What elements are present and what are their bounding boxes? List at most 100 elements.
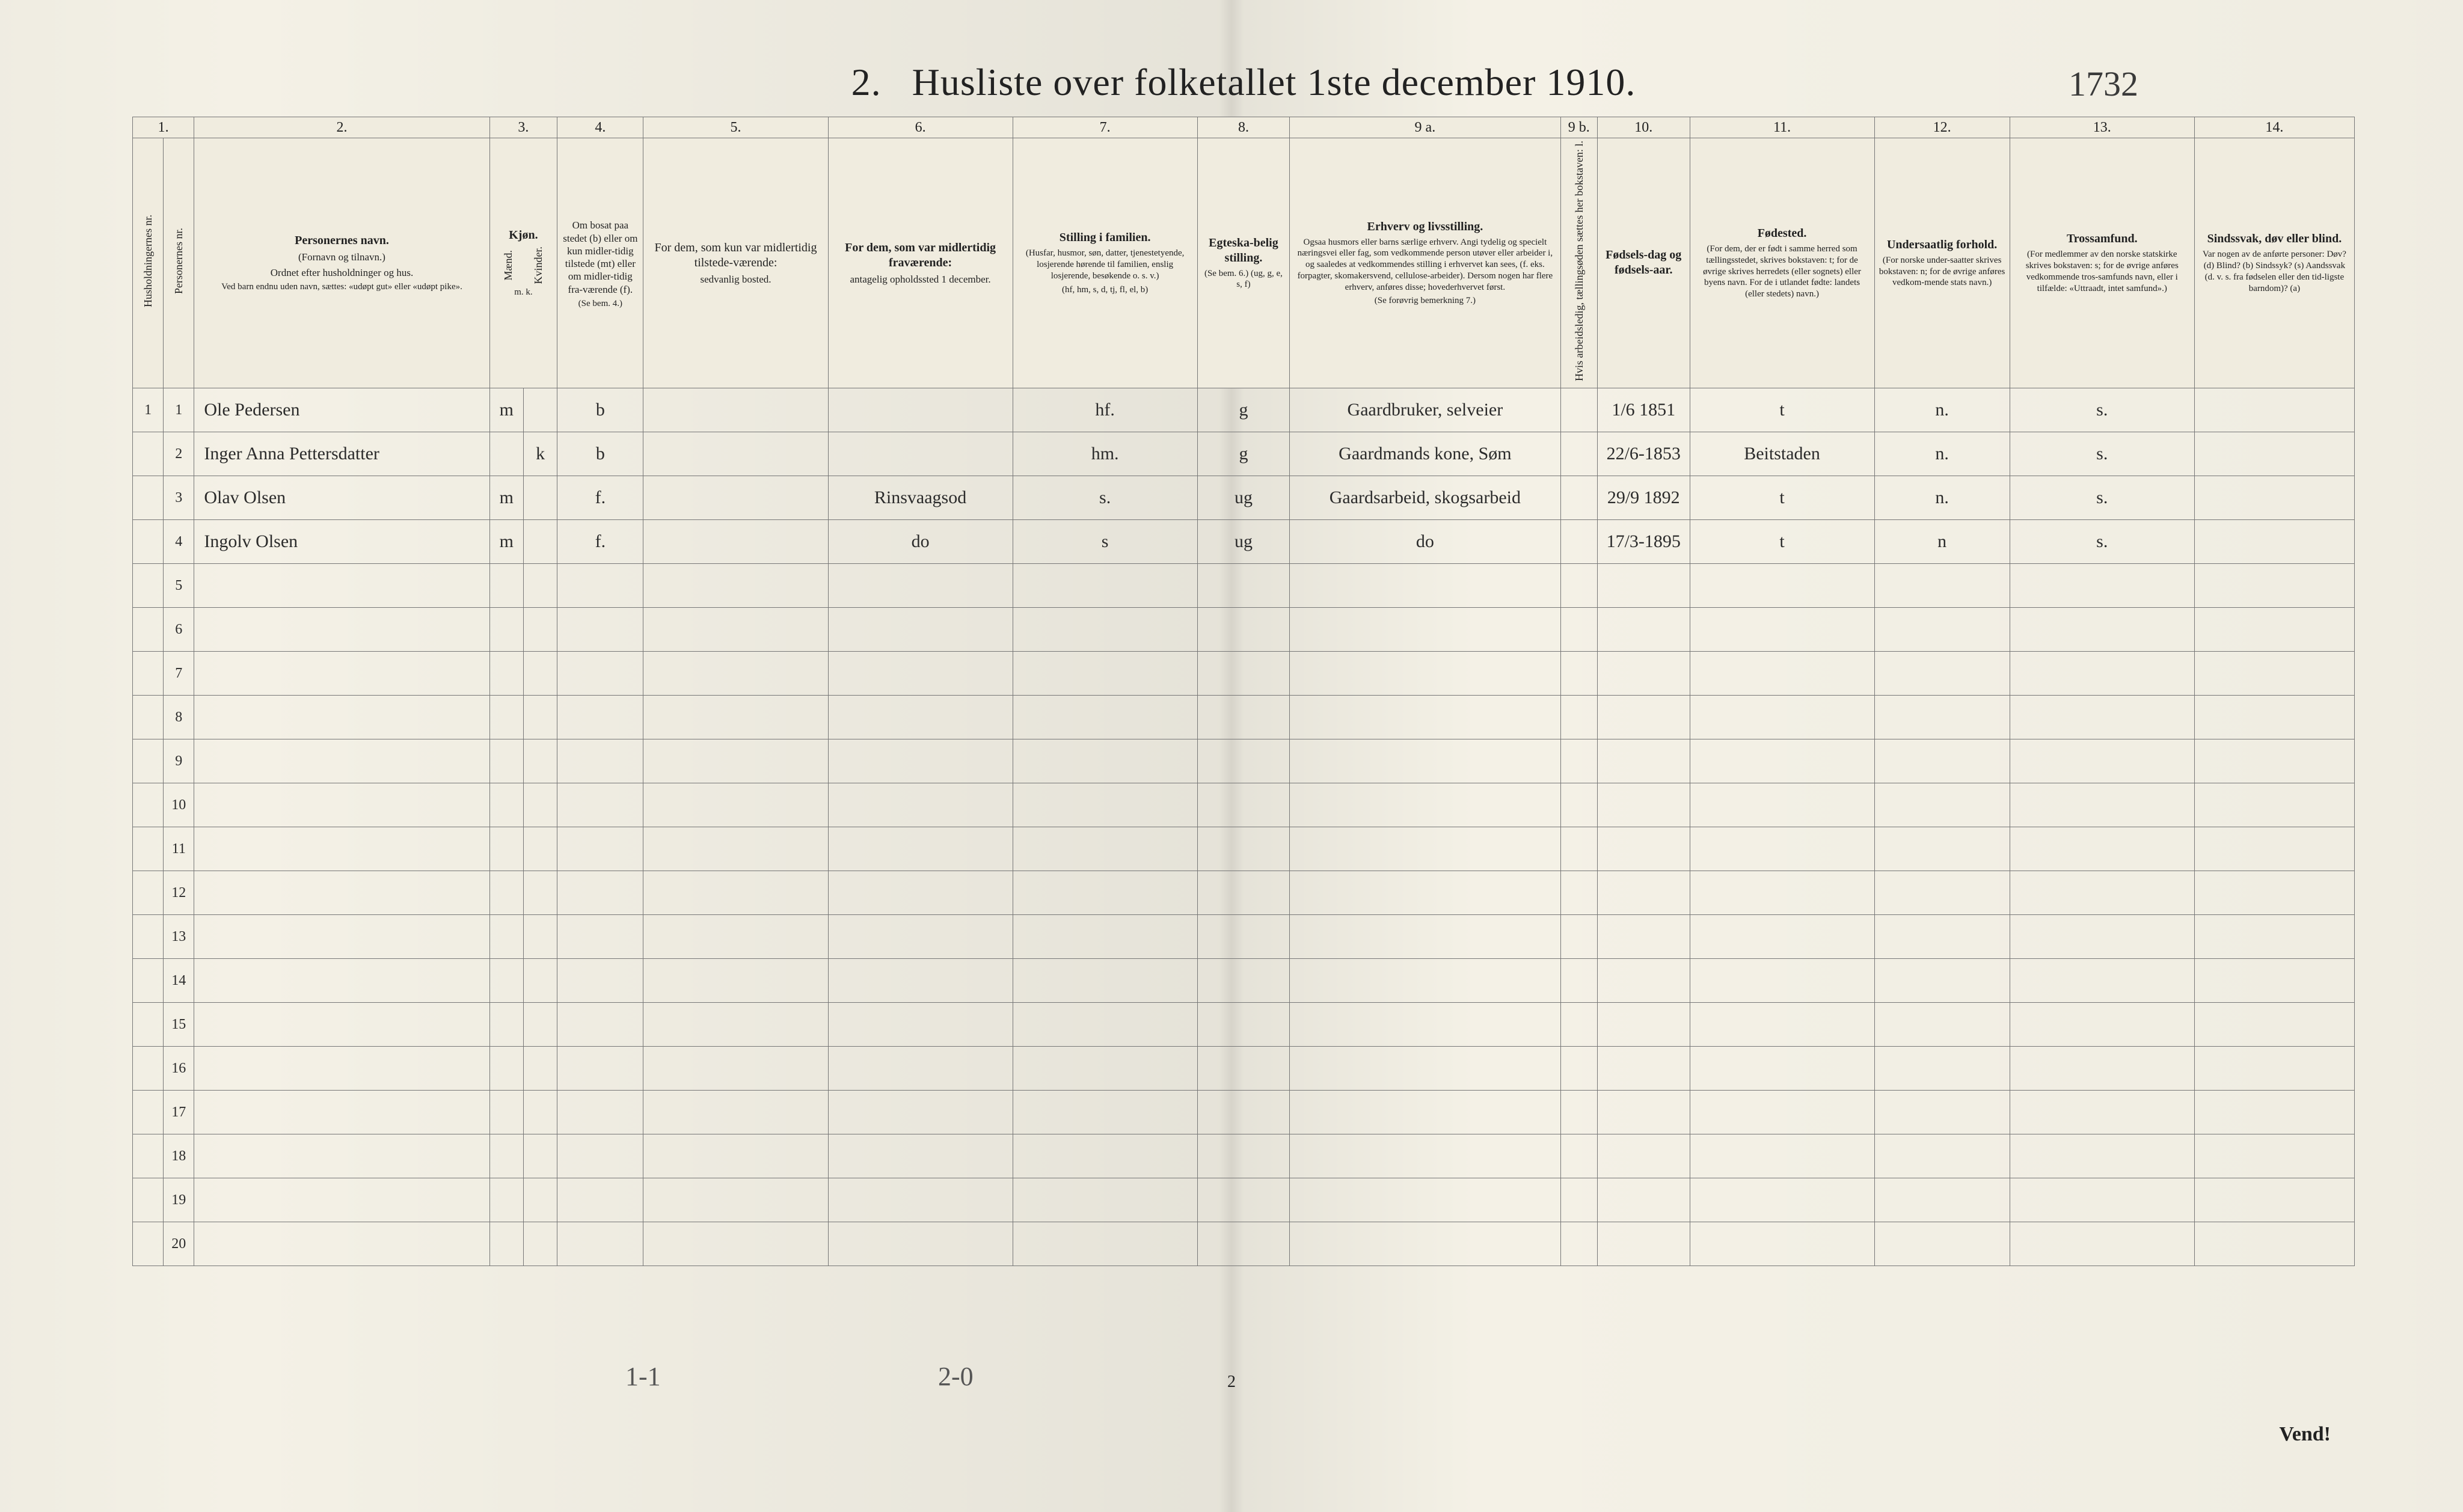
cell-empty (2010, 914, 2194, 958)
cell-empty (489, 563, 523, 607)
cell-empty (2194, 607, 2354, 651)
hdr-sinds: Sindssvak, døv eller blind. Var nogen av… (2194, 138, 2354, 388)
colnum-5: 5. (643, 117, 828, 138)
header-row: Husholdningernes nr. Personernes nr. Per… (133, 138, 2355, 388)
cell-empty (1013, 1046, 1197, 1090)
cell-empty (1597, 607, 1690, 651)
cell-husholdning_nr: 1 (133, 388, 164, 432)
cell-empty (1197, 783, 1290, 827)
cell-empty (1874, 871, 2010, 914)
hdr-fodested-sub: (For dem, der er født i samme herred som… (1694, 243, 1871, 300)
table-row-empty: 16 (133, 1046, 2355, 1090)
cell-empty (523, 958, 557, 1002)
cell-navn: Ole Pedersen (194, 388, 489, 432)
cell-fam_stilling: hf. (1013, 388, 1197, 432)
hdr-egteskab: Egteska-belig stilling. (Se bem. 6.) (ug… (1197, 138, 1290, 388)
cell-empty (643, 563, 828, 607)
cell-empty (133, 871, 164, 914)
cell-empty (2194, 1002, 2354, 1046)
cell-empty: 15 (164, 1002, 194, 1046)
cell-empty (523, 1046, 557, 1090)
cell-empty (2194, 914, 2354, 958)
cell-empty (1290, 1222, 1560, 1266)
cell-empty (1874, 958, 2010, 1002)
title-row: 2. Husliste over folketallet 1ste decemb… (132, 60, 2355, 105)
cell-empty (1290, 607, 1560, 651)
cell-empty (2010, 739, 2194, 783)
cell-kjonn_k: k (523, 432, 557, 476)
cell-empty (1597, 1002, 1690, 1046)
vend-label: Vend! (2279, 1423, 2331, 1446)
table-row-empty: 6 (133, 607, 2355, 651)
hdr-trossamfund: Trossamfund. (For medlemmer av den norsk… (2010, 138, 2194, 388)
cell-empty (1560, 651, 1597, 695)
cell-empty (1690, 871, 1874, 914)
cell-empty (1560, 1134, 1597, 1178)
cell-bosat: b (557, 388, 643, 432)
cell-empty (828, 827, 1013, 871)
colnum-9b: 9 b. (1560, 117, 1597, 138)
cell-empty (194, 1134, 489, 1178)
cell-empty: 8 (164, 695, 194, 739)
hdr-husholdning-label: Husholdningernes nr. (141, 215, 155, 307)
cell-empty (489, 1222, 523, 1266)
cell-empty (1874, 914, 2010, 958)
cell-empty (133, 1046, 164, 1090)
cell-empty (557, 1002, 643, 1046)
cell-empty: 14 (164, 958, 194, 1002)
cell-empty (2194, 651, 2354, 695)
cell-empty (557, 914, 643, 958)
cell-empty (2194, 827, 2354, 871)
cell-empty (1290, 651, 1560, 695)
cell-empty (1560, 739, 1597, 783)
cell-empty (2010, 651, 2194, 695)
title-text: Husliste over folketallet 1ste december … (912, 61, 1636, 103)
cell-empty (1560, 1090, 1597, 1134)
cell-empty (1197, 958, 1290, 1002)
cell-empty (1197, 1222, 1290, 1266)
cell-empty (523, 607, 557, 651)
hdr-navn-sub3: Ved barn endnu uden navn, sættes: «udøpt… (198, 281, 485, 293)
cell-egteskab: ug (1197, 519, 1290, 563)
cell-midl_frav (828, 432, 1013, 476)
cell-midl_tilstede (643, 388, 828, 432)
cell-empty (2010, 1002, 2194, 1046)
cell-kjonn_k (523, 519, 557, 563)
cell-empty (523, 1134, 557, 1178)
hdr-fodested-main: Fødested. (1758, 227, 1807, 240)
cell-empty (1013, 607, 1197, 651)
cell-fodested: t (1690, 476, 1874, 519)
cell-empty (1197, 1046, 1290, 1090)
cell-empty (194, 739, 489, 783)
cell-trossamfund: s. (2010, 476, 2194, 519)
cell-empty (2010, 783, 2194, 827)
cell-empty: 10 (164, 783, 194, 827)
hdr-navn-sub1: (Fornavn og tilnavn.) (198, 251, 485, 263)
cell-empty (2010, 1046, 2194, 1090)
cell-empty (1290, 871, 1560, 914)
cell-empty (523, 1178, 557, 1222)
cell-person_nr: 2 (164, 432, 194, 476)
table-row-empty: 9 (133, 739, 2355, 783)
cell-empty (1197, 1134, 1290, 1178)
cell-empty (643, 783, 828, 827)
cell-empty (1560, 607, 1597, 651)
footer-handwritten-left: 1-1 (625, 1361, 661, 1392)
cell-empty (194, 958, 489, 1002)
cell-empty (1690, 783, 1874, 827)
hdr-midl-tilstede-main: For dem, som kun var midlertidig tilsted… (655, 241, 817, 269)
cell-empty (1597, 958, 1690, 1002)
hdr-sinds-main: Sindssvak, døv eller blind. (2207, 232, 2342, 245)
cell-empty (523, 1222, 557, 1266)
colnum-9a: 9 a. (1290, 117, 1560, 138)
cell-empty (1874, 1178, 2010, 1222)
cell-empty (557, 1134, 643, 1178)
cell-empty (2194, 1222, 2354, 1266)
hdr-egteskab-main: Egteska-belig stilling. (1209, 236, 1278, 265)
cell-empty (557, 1222, 643, 1266)
cell-empty (194, 1178, 489, 1222)
cell-empty (557, 871, 643, 914)
cell-trossamfund: s. (2010, 432, 2194, 476)
table-row-empty: 19 (133, 1178, 2355, 1222)
cell-kjonn_k (523, 388, 557, 432)
